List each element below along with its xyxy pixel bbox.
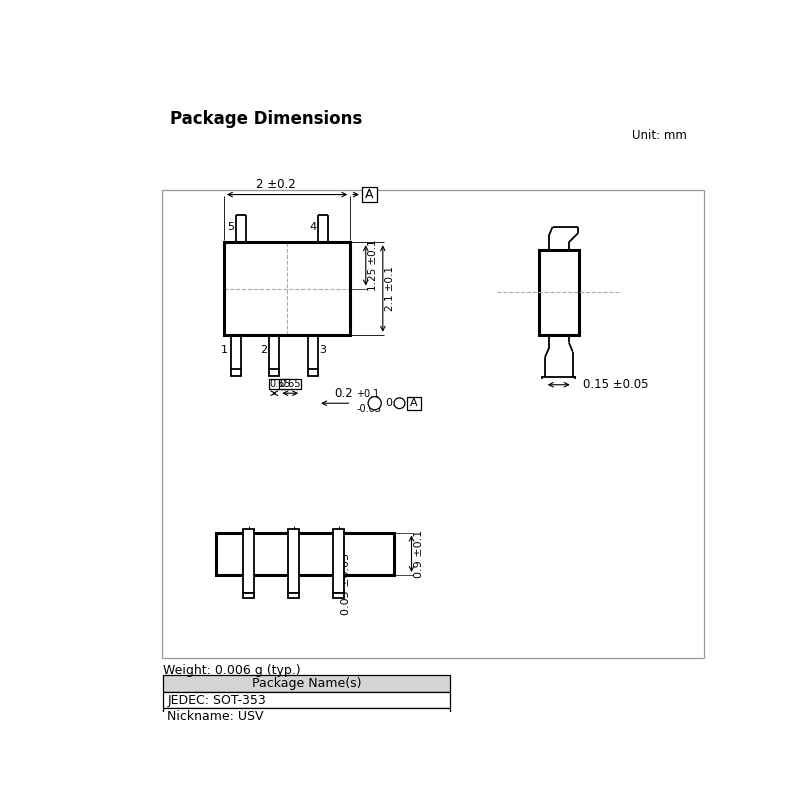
Text: Package Name(s): Package Name(s) — [251, 677, 361, 690]
Bar — [269, 370, 279, 375]
Bar — [163, 692, 449, 708]
Bar — [243, 594, 254, 598]
Bar — [224, 242, 350, 334]
Text: 4: 4 — [309, 222, 316, 232]
Text: 2.1 ±0.1: 2.1 ±0.1 — [384, 266, 395, 311]
Text: Unit: mm: Unit: mm — [631, 129, 686, 142]
Text: 3: 3 — [320, 345, 326, 355]
Bar — [288, 529, 298, 594]
Text: 0.1: 0.1 — [385, 398, 403, 408]
Text: 0.65: 0.65 — [269, 379, 290, 390]
Circle shape — [393, 398, 405, 409]
Bar — [163, 675, 449, 692]
Text: +0.1: +0.1 — [356, 389, 379, 398]
Text: Package Dimensions: Package Dimensions — [169, 110, 362, 128]
Bar — [407, 397, 421, 410]
Text: 0.65: 0.65 — [279, 379, 301, 390]
Text: 0.2: 0.2 — [334, 387, 353, 400]
Text: 0.05 ±0.05: 0.05 ±0.05 — [341, 553, 350, 615]
Circle shape — [367, 397, 381, 410]
Text: M: M — [395, 398, 403, 408]
Bar — [333, 594, 344, 598]
Text: 2: 2 — [260, 345, 267, 355]
Text: 0.9 ±0.1: 0.9 ±0.1 — [414, 530, 423, 578]
Bar — [538, 250, 578, 334]
Bar — [163, 708, 449, 724]
Bar — [307, 370, 318, 375]
Text: -0.05: -0.05 — [356, 404, 380, 414]
Text: Nickname: USV: Nickname: USV — [167, 710, 264, 722]
Bar — [269, 379, 290, 390]
Bar — [333, 529, 344, 594]
Text: A: A — [410, 398, 418, 408]
Text: 5: 5 — [227, 222, 234, 232]
Bar — [288, 594, 298, 598]
Text: 0.15 ±0.05: 0.15 ±0.05 — [582, 378, 647, 391]
Text: 1: 1 — [221, 345, 228, 355]
Text: Weight: 0.006 g (typ.): Weight: 0.006 g (typ.) — [163, 664, 301, 678]
Bar — [161, 190, 704, 658]
Bar — [279, 379, 301, 390]
Text: 1.25 ±0.1: 1.25 ±0.1 — [367, 239, 378, 291]
Bar — [230, 370, 240, 375]
Bar — [362, 187, 377, 202]
Text: A: A — [365, 188, 373, 201]
Bar — [243, 529, 254, 594]
Bar — [216, 533, 394, 575]
Text: 2 ±0.2: 2 ±0.2 — [255, 178, 295, 191]
Text: JEDEC: SOT-353: JEDEC: SOT-353 — [167, 694, 266, 706]
